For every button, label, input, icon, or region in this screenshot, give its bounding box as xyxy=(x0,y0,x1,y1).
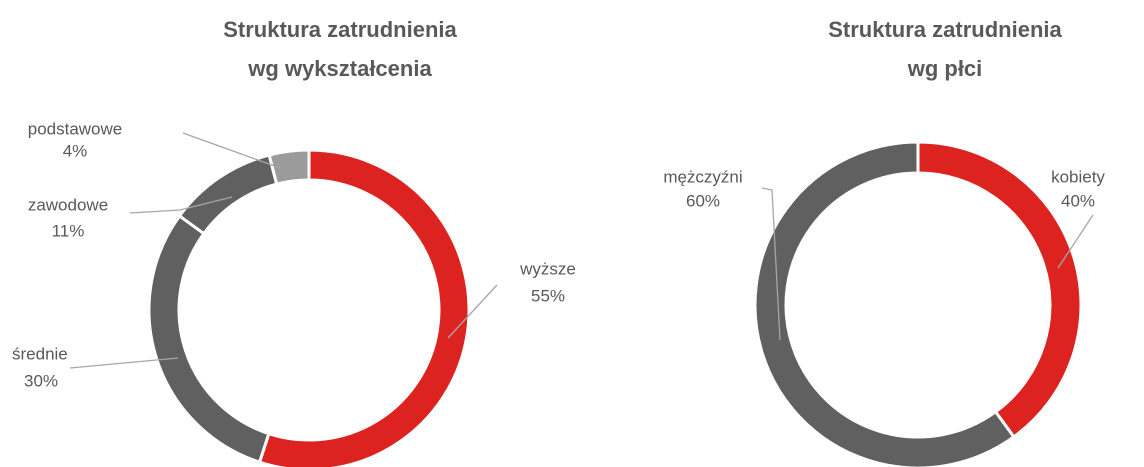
donut-slice xyxy=(177,153,279,236)
chart-title: Struktura zatrudnienia xyxy=(223,17,457,42)
slice-label: średnie xyxy=(12,344,68,363)
chart-title: wg wykształcenia xyxy=(247,56,432,81)
chart-title: Struktura zatrudnienia xyxy=(828,17,1062,42)
leader-line xyxy=(129,196,233,214)
leader-line xyxy=(69,357,179,369)
chart-title: wg płci xyxy=(907,56,983,81)
slice-label: kobiety xyxy=(1051,167,1105,186)
slice-label: mężczyźni xyxy=(663,167,742,186)
slice-value: 40% xyxy=(1061,191,1095,210)
donut-slice xyxy=(267,148,311,186)
slice-value: 11% xyxy=(52,221,85,240)
slice-label: zawodowe xyxy=(28,195,108,214)
slice-value: 60% xyxy=(686,191,720,210)
slice-value: 4% xyxy=(63,141,88,160)
slice-label: wyższe xyxy=(519,259,576,278)
donut-slice xyxy=(257,148,471,467)
donut-slice xyxy=(753,140,1016,467)
leader-line xyxy=(182,132,281,169)
donut-slice xyxy=(147,213,271,465)
slice-value: 55% xyxy=(531,286,565,305)
slice-label: podstawowe xyxy=(28,119,123,138)
slice-value: 30% xyxy=(24,371,58,390)
leader-line xyxy=(1057,214,1094,269)
leader-line xyxy=(447,284,498,339)
leader-line xyxy=(761,187,781,341)
